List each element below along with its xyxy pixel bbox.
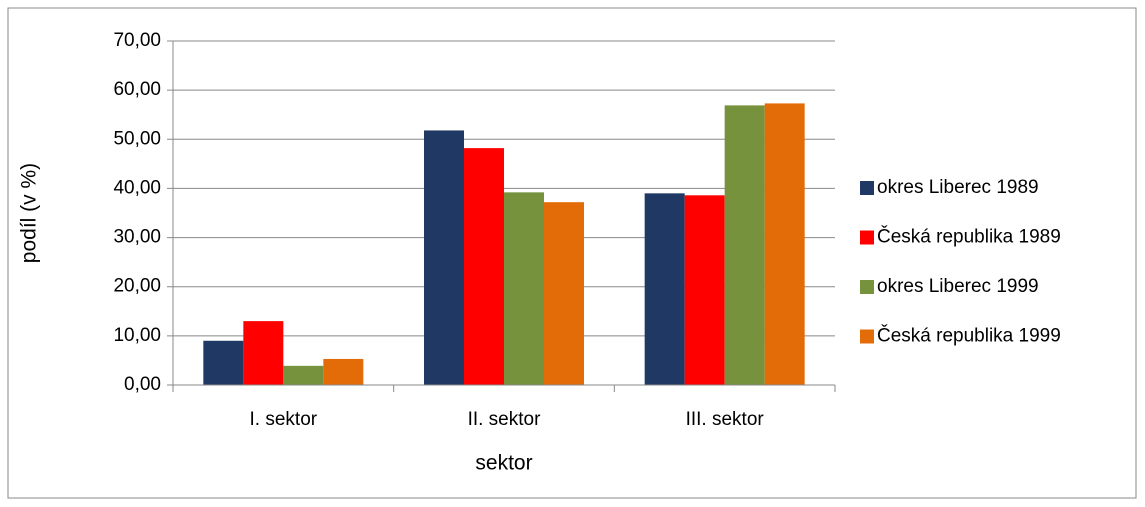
x-tick-label: III. sektor	[686, 409, 765, 430]
legend-swatch	[860, 329, 874, 344]
legend-swatch	[860, 230, 874, 245]
y-tick-label: 10,00	[113, 325, 161, 346]
bar	[544, 202, 584, 385]
y-tick-label: 20,00	[113, 276, 161, 297]
bar	[764, 103, 805, 385]
x-tick-label: II. sektor	[468, 409, 542, 430]
bar	[203, 340, 244, 385]
x-tick-label: I. sektor	[250, 409, 318, 430]
y-axis-title: podíl (v %)	[18, 163, 41, 263]
bar	[424, 130, 464, 385]
legend-label: okres Liberec 1999	[877, 276, 1039, 297]
y-tick-label: 40,00	[113, 177, 161, 198]
y-tick-label: 60,00	[113, 79, 161, 100]
bar	[283, 365, 324, 385]
legend-label: okres Liberec 1989	[877, 177, 1039, 198]
bar	[504, 192, 544, 385]
bar	[724, 105, 765, 386]
bar	[464, 148, 504, 385]
bar	[243, 321, 284, 385]
bar	[684, 195, 725, 385]
legend-swatch	[860, 280, 874, 294]
y-tick-label: 30,00	[113, 227, 161, 248]
y-tick-label: 70,00	[113, 30, 161, 51]
y-tick-label: 0,00	[124, 374, 161, 395]
legend-label: Česká republika 1999	[877, 325, 1061, 347]
y-tick-label: 50,00	[113, 128, 161, 149]
bar	[644, 193, 685, 385]
x-axis-title: sektor	[475, 452, 532, 475]
legend-swatch	[860, 181, 874, 195]
legend-label: Česká republika 1989	[877, 226, 1061, 248]
bar	[323, 358, 364, 385]
